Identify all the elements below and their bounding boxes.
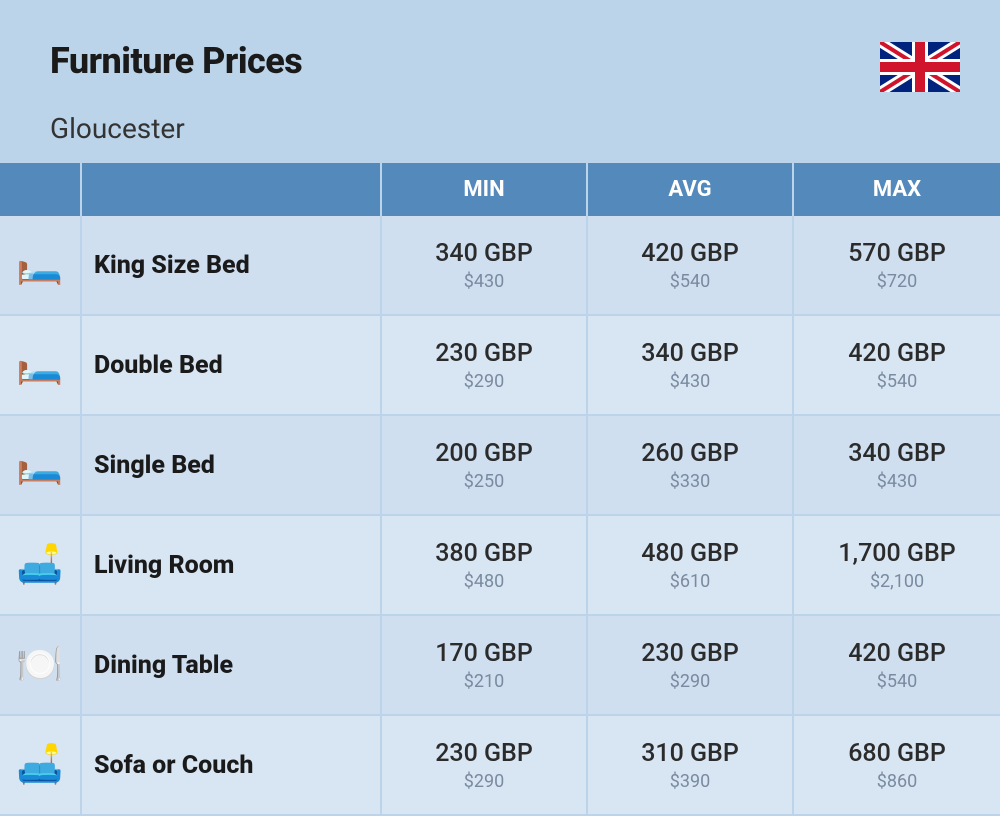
max-cell: 420 GBP $540	[794, 316, 1000, 416]
table-row: 🛏️ Double Bed 230 GBP $290 340 GBP $430 …	[0, 316, 1000, 416]
uk-flag-icon	[880, 42, 960, 92]
avg-secondary: $430	[588, 371, 792, 392]
min-primary: 200 GBP	[382, 439, 586, 469]
max-cell: 680 GBP $860	[794, 716, 1000, 816]
max-secondary: $720	[794, 271, 1000, 292]
header: Furniture Prices Gloucester	[0, 0, 1000, 145]
max-cell: 340 GBP $430	[794, 416, 1000, 516]
table-row: 🛋️ Sofa or Couch 230 GBP $290 310 GBP $3…	[0, 716, 1000, 816]
min-cell: 230 GBP $290	[382, 316, 588, 416]
header-max: MAX	[794, 163, 1000, 216]
min-cell: 170 GBP $210	[382, 616, 588, 716]
min-secondary: $250	[382, 471, 586, 492]
avg-secondary: $390	[588, 771, 792, 792]
header-icon-col	[0, 163, 82, 216]
max-cell: 420 GBP $540	[794, 616, 1000, 716]
max-primary: 680 GBP	[794, 739, 1000, 769]
min-secondary: $290	[382, 371, 586, 392]
furniture-name: Living Room	[82, 516, 382, 616]
min-cell: 380 GBP $480	[382, 516, 588, 616]
furniture-icon: 🛋️	[0, 516, 82, 616]
min-cell: 200 GBP $250	[382, 416, 588, 516]
page-title: Furniture Prices	[50, 40, 1000, 82]
min-primary: 380 GBP	[382, 539, 586, 569]
avg-primary: 260 GBP	[588, 439, 792, 469]
avg-primary: 480 GBP	[588, 539, 792, 569]
avg-primary: 230 GBP	[588, 639, 792, 669]
furniture-icon: 🛋️	[0, 716, 82, 816]
furniture-icon: 🍽️	[0, 616, 82, 716]
avg-cell: 480 GBP $610	[588, 516, 794, 616]
max-secondary: $430	[794, 471, 1000, 492]
max-secondary: $540	[794, 671, 1000, 692]
table-row: 🛋️ Living Room 380 GBP $480 480 GBP $610…	[0, 516, 1000, 616]
min-secondary: $210	[382, 671, 586, 692]
max-primary: 340 GBP	[794, 439, 1000, 469]
table-header-row: MIN AVG MAX	[0, 163, 1000, 216]
avg-secondary: $610	[588, 571, 792, 592]
min-cell: 230 GBP $290	[382, 716, 588, 816]
avg-secondary: $330	[588, 471, 792, 492]
furniture-name: Single Bed	[82, 416, 382, 516]
header-name-col	[82, 163, 382, 216]
furniture-name: Dining Table	[82, 616, 382, 716]
min-secondary: $430	[382, 271, 586, 292]
furniture-name: King Size Bed	[82, 216, 382, 316]
table-row: 🛏️ King Size Bed 340 GBP $430 420 GBP $5…	[0, 216, 1000, 316]
avg-cell: 260 GBP $330	[588, 416, 794, 516]
header-min: MIN	[382, 163, 588, 216]
avg-secondary: $540	[588, 271, 792, 292]
min-primary: 340 GBP	[382, 239, 586, 269]
header-avg: AVG	[588, 163, 794, 216]
max-cell: 570 GBP $720	[794, 216, 1000, 316]
page-subtitle: Gloucester	[50, 112, 1000, 145]
min-primary: 170 GBP	[382, 639, 586, 669]
avg-primary: 420 GBP	[588, 239, 792, 269]
avg-primary: 310 GBP	[588, 739, 792, 769]
furniture-icon: 🛏️	[0, 316, 82, 416]
avg-primary: 340 GBP	[588, 339, 792, 369]
max-secondary: $540	[794, 371, 1000, 392]
avg-secondary: $290	[588, 671, 792, 692]
min-secondary: $290	[382, 771, 586, 792]
max-secondary: $2,100	[794, 571, 1000, 592]
price-table: MIN AVG MAX 🛏️ King Size Bed 340 GBP $43…	[0, 163, 1000, 816]
avg-cell: 340 GBP $430	[588, 316, 794, 416]
max-cell: 1,700 GBP $2,100	[794, 516, 1000, 616]
min-primary: 230 GBP	[382, 739, 586, 769]
max-primary: 420 GBP	[794, 639, 1000, 669]
furniture-icon: 🛏️	[0, 216, 82, 316]
min-cell: 340 GBP $430	[382, 216, 588, 316]
max-primary: 1,700 GBP	[794, 539, 1000, 569]
furniture-name: Sofa or Couch	[82, 716, 382, 816]
furniture-name: Double Bed	[82, 316, 382, 416]
max-primary: 570 GBP	[794, 239, 1000, 269]
min-primary: 230 GBP	[382, 339, 586, 369]
min-secondary: $480	[382, 571, 586, 592]
avg-cell: 310 GBP $390	[588, 716, 794, 816]
max-primary: 420 GBP	[794, 339, 1000, 369]
avg-cell: 420 GBP $540	[588, 216, 794, 316]
avg-cell: 230 GBP $290	[588, 616, 794, 716]
table-row: 🍽️ Dining Table 170 GBP $210 230 GBP $29…	[0, 616, 1000, 716]
furniture-icon: 🛏️	[0, 416, 82, 516]
max-secondary: $860	[794, 771, 1000, 792]
table-row: 🛏️ Single Bed 200 GBP $250 260 GBP $330 …	[0, 416, 1000, 516]
